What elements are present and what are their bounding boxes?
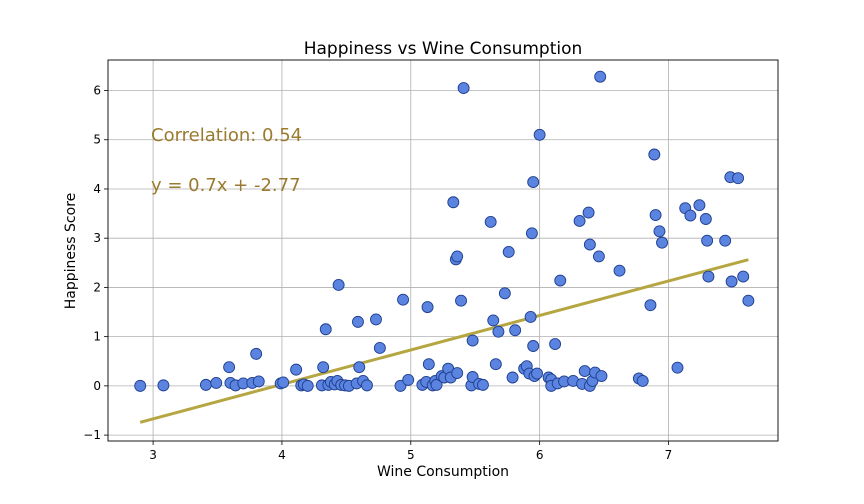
data-point bbox=[531, 367, 544, 380]
data-point bbox=[451, 250, 464, 263]
data-point bbox=[430, 378, 443, 391]
data-point bbox=[742, 294, 755, 307]
data-point bbox=[252, 375, 265, 388]
data-point bbox=[199, 378, 212, 391]
data-point bbox=[402, 374, 415, 386]
data-point bbox=[319, 323, 332, 336]
data-point bbox=[671, 361, 684, 374]
data-point bbox=[210, 376, 223, 389]
x-tick-label: 4 bbox=[278, 448, 286, 462]
data-point bbox=[549, 338, 562, 350]
data-point bbox=[719, 234, 732, 247]
data-point bbox=[527, 176, 540, 189]
chart-title: Happiness vs Wine Consumption bbox=[304, 39, 583, 59]
correlation-annotation: Correlation: 0.54 bbox=[151, 125, 302, 146]
data-point bbox=[223, 361, 236, 374]
x-tick-label: 7 bbox=[665, 448, 673, 462]
data-point bbox=[502, 246, 515, 258]
regression-equation-annotation: y = 0.7x + -2.77 bbox=[151, 175, 301, 196]
data-point bbox=[487, 314, 500, 327]
data-point bbox=[397, 293, 410, 306]
x-axis-ticks: 3 4 5 6 7 bbox=[149, 441, 672, 462]
y-tick-label: 4 bbox=[93, 182, 101, 196]
data-point bbox=[476, 378, 489, 391]
y-tick-label: 1 bbox=[93, 330, 101, 344]
data-point bbox=[525, 227, 538, 240]
data-point bbox=[684, 209, 697, 222]
data-point bbox=[583, 238, 596, 251]
data-point bbox=[455, 294, 467, 307]
data-point bbox=[353, 361, 366, 374]
data-point bbox=[653, 225, 666, 238]
y-axis-ticks: −1 0 1 2 3 4 5 6 bbox=[83, 84, 108, 442]
data-point bbox=[421, 301, 434, 314]
data-point bbox=[636, 374, 649, 387]
data-point bbox=[301, 379, 314, 392]
data-point bbox=[524, 311, 537, 323]
data-point bbox=[527, 340, 540, 352]
data-point bbox=[737, 270, 750, 283]
data-point bbox=[498, 287, 511, 300]
data-point bbox=[656, 236, 668, 249]
y-tick-label: 6 bbox=[93, 84, 101, 98]
grid-lines bbox=[108, 60, 778, 441]
data-point bbox=[277, 376, 290, 389]
data-point bbox=[157, 379, 170, 392]
plot-frame bbox=[107, 59, 779, 442]
data-points bbox=[134, 70, 755, 392]
x-tick-label: 3 bbox=[149, 448, 157, 462]
data-point bbox=[317, 361, 330, 374]
data-point bbox=[492, 325, 505, 338]
data-point bbox=[594, 70, 607, 83]
data-point bbox=[489, 358, 502, 371]
data-point bbox=[447, 196, 460, 209]
data-point bbox=[506, 371, 519, 384]
regression-line bbox=[139, 258, 749, 424]
data-point bbox=[373, 342, 386, 354]
data-point bbox=[595, 370, 608, 382]
data-point bbox=[592, 250, 605, 263]
y-tick-label: 5 bbox=[93, 133, 101, 147]
data-point bbox=[451, 367, 464, 380]
data-point bbox=[250, 347, 263, 360]
regression-line-group bbox=[139, 258, 749, 424]
y-tick-label: 0 bbox=[93, 379, 101, 393]
data-point bbox=[554, 274, 567, 287]
data-point bbox=[533, 128, 546, 141]
data-point bbox=[332, 279, 345, 291]
y-tick-label: 2 bbox=[93, 280, 101, 294]
data-point bbox=[693, 199, 706, 212]
data-point bbox=[466, 334, 479, 347]
data-point bbox=[578, 365, 591, 378]
x-axis-label: Wine Consumption bbox=[377, 464, 509, 480]
y-tick-label: 3 bbox=[93, 231, 101, 245]
data-point bbox=[699, 213, 712, 225]
data-point bbox=[370, 313, 382, 326]
data-point bbox=[484, 215, 497, 228]
data-point bbox=[582, 206, 595, 219]
data-point bbox=[701, 234, 714, 247]
y-tick-label: −1 bbox=[83, 428, 101, 442]
data-point bbox=[702, 270, 715, 283]
data-point bbox=[422, 358, 435, 371]
x-tick-label: 5 bbox=[407, 448, 415, 462]
data-point bbox=[352, 315, 364, 328]
data-point bbox=[509, 324, 522, 337]
data-point bbox=[649, 209, 662, 222]
data-point bbox=[732, 172, 745, 185]
data-point bbox=[290, 363, 303, 376]
data-point bbox=[644, 299, 657, 312]
data-point bbox=[134, 379, 147, 392]
data-point bbox=[457, 82, 470, 95]
data-point bbox=[361, 379, 373, 392]
data-point bbox=[648, 148, 661, 161]
x-tick-label: 6 bbox=[536, 448, 544, 462]
data-point bbox=[613, 264, 626, 277]
data-point bbox=[573, 215, 586, 227]
data-point bbox=[725, 275, 738, 288]
y-axis-label: Happiness Score bbox=[63, 193, 79, 310]
